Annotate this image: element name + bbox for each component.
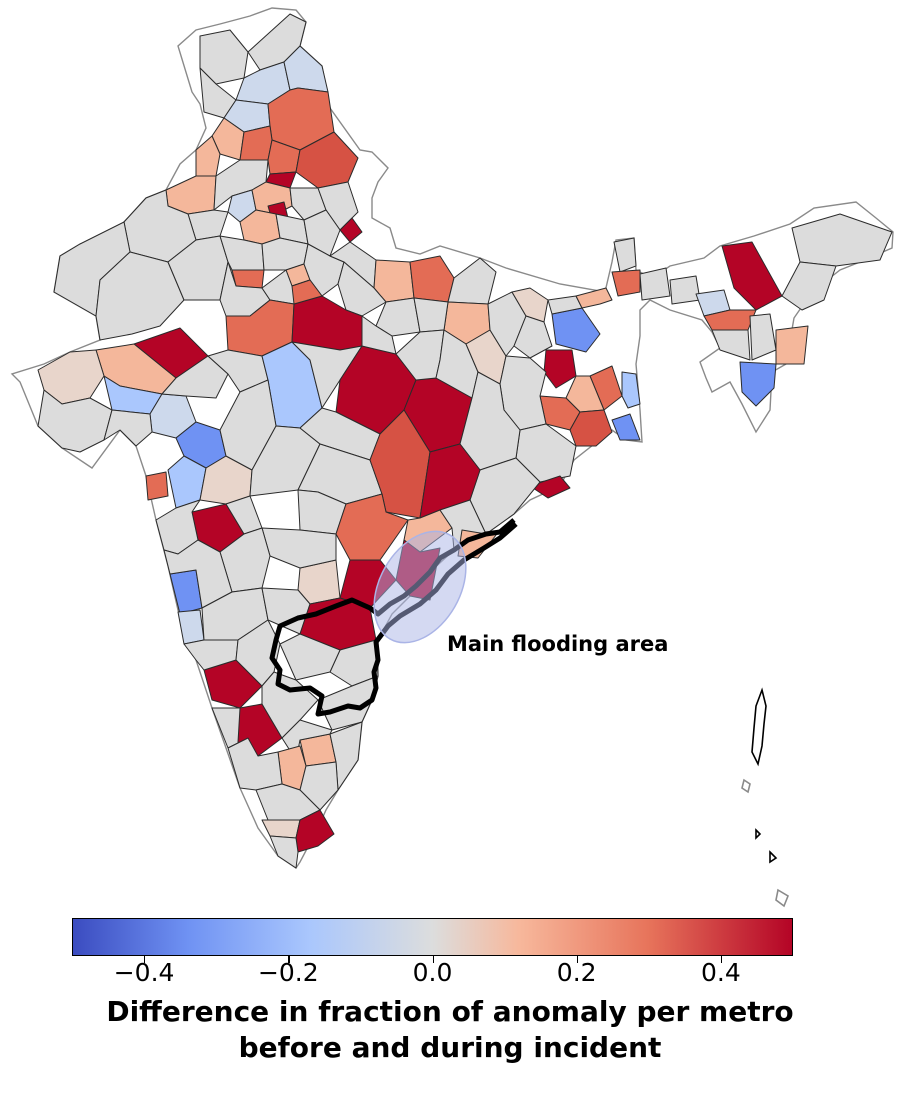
colorbar-tick <box>720 956 723 963</box>
metro-cell <box>721 241 783 311</box>
metro-cell <box>781 261 837 311</box>
colorbar-tick <box>144 956 146 963</box>
colorbar-tick-label: −0.2 <box>257 958 319 987</box>
colorbar <box>72 918 793 956</box>
metro-cell <box>711 329 751 361</box>
colorbar-tick-label: −0.4 <box>113 958 175 987</box>
metro-cell <box>375 297 421 337</box>
metro-cell <box>575 287 613 309</box>
colorbar-tick-label: 0.0 <box>412 958 453 987</box>
colorbar-tick <box>432 956 434 963</box>
metro-cell <box>775 325 809 365</box>
metro-cell <box>639 267 671 301</box>
colorbar-tick <box>576 956 578 963</box>
metro-cell <box>669 275 701 305</box>
metro-cell <box>339 217 363 243</box>
metro-cell <box>369 409 431 519</box>
metro-cell <box>211 117 245 161</box>
metro-cell <box>145 471 169 501</box>
metro-cell <box>447 257 497 305</box>
metro-cell <box>231 269 265 289</box>
metro-cell <box>511 287 549 323</box>
colorbar-tick-label: 0.4 <box>701 958 741 987</box>
colorbar-tick <box>288 956 290 963</box>
metro-cell <box>279 633 341 681</box>
metro-cell <box>303 209 341 257</box>
metro-cells <box>37 13 893 869</box>
metro-cell <box>513 315 553 359</box>
choropleth-map <box>10 7 894 908</box>
andaman-nicobar-islands <box>741 687 789 908</box>
colorbar-title-line2: before and during incident <box>238 1031 662 1064</box>
metro-cell <box>413 297 449 333</box>
metro-cell <box>103 409 153 447</box>
metro-cell <box>269 835 299 869</box>
metro-cell <box>335 493 409 561</box>
metro-cell <box>621 371 641 409</box>
colorbar-tick-label: 0.2 <box>556 958 597 987</box>
metro-cell <box>613 237 637 273</box>
metro-cell <box>611 413 641 441</box>
metro-cell <box>227 737 283 791</box>
metro-cell <box>291 279 323 305</box>
metro-cell <box>195 135 221 177</box>
metro-cell <box>529 475 571 499</box>
metro-cell <box>177 609 205 645</box>
metro-cell <box>361 315 397 355</box>
metro-cell <box>739 361 777 407</box>
colorbar-title-line1: Difference in fraction of anomaly per me… <box>106 995 794 1028</box>
metro-cell <box>543 349 577 389</box>
metro-cell <box>329 721 363 791</box>
flooding-area-ellipse <box>373 530 467 644</box>
metro-cell <box>611 269 641 297</box>
flooding-area-label: Main flooding area <box>447 632 669 656</box>
